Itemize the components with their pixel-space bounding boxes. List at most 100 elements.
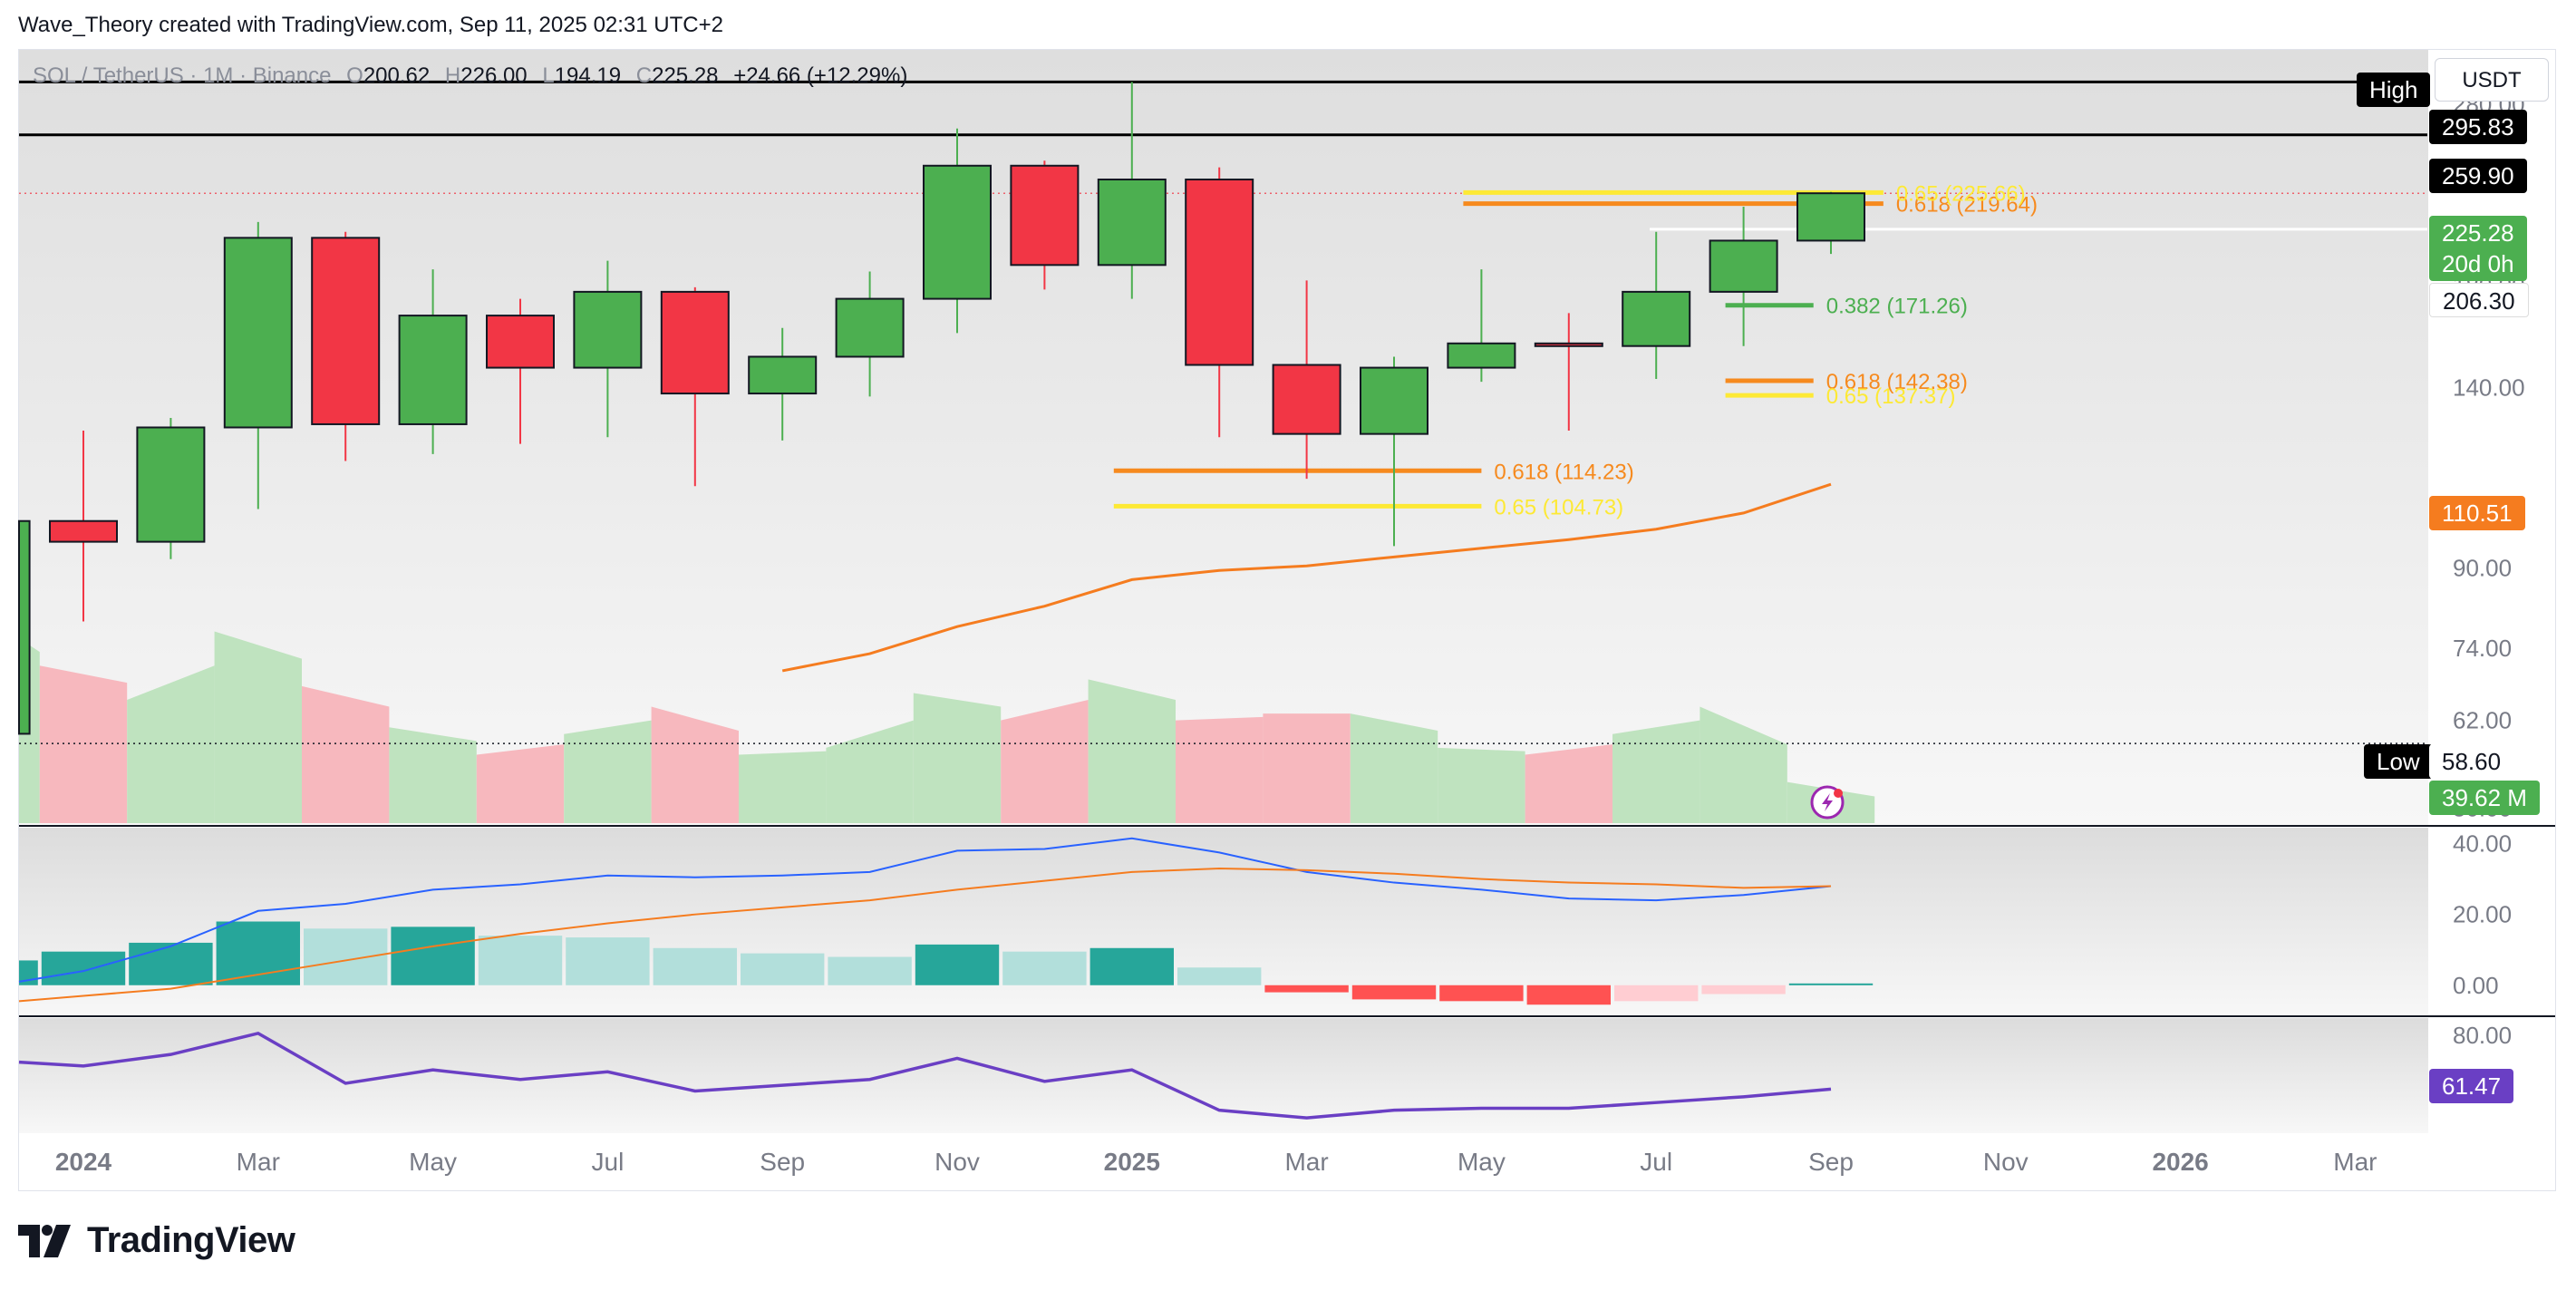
price-axis-tag-259: 259.90 — [2429, 159, 2527, 193]
macd-histogram-bar — [1089, 947, 1174, 985]
last-price-tag: 225.28 — [2429, 216, 2527, 250]
close-label: C — [635, 63, 653, 88]
candle-body[interactable] — [49, 519, 118, 543]
candle-body[interactable] — [398, 315, 468, 425]
volume-bar — [1525, 744, 1612, 823]
low-tag: Low — [2364, 744, 2433, 779]
macd-axis-tick-label: 40.00 — [2453, 830, 2512, 858]
time-axis-tick-label: Sep — [1808, 1148, 1854, 1176]
fib-level-label: 0.65 (137.37) — [1826, 384, 1956, 409]
candle-body[interactable] — [136, 426, 206, 543]
volume-bar — [127, 665, 215, 823]
macd-histogram-bar — [566, 937, 650, 985]
volume-bar — [1263, 713, 1351, 823]
close-value: 225.28 — [652, 63, 719, 88]
macd-histogram-bar — [129, 942, 213, 985]
time-axis-tick-label: 2024 — [55, 1148, 112, 1176]
candle-body[interactable] — [573, 290, 643, 369]
time-axis-tick-label: Jul — [1640, 1148, 1672, 1176]
candle-body[interactable] — [311, 237, 381, 425]
macd-histogram-bar — [915, 944, 1000, 985]
macd-histogram-bar — [304, 928, 388, 985]
ema-value-tag: 110.51 — [2429, 496, 2525, 530]
volume-bar — [739, 751, 827, 823]
currency-button[interactable]: USDT — [2435, 58, 2549, 102]
ema-line — [781, 482, 1832, 673]
candle-body[interactable] — [1360, 366, 1428, 435]
volume-bar — [1088, 679, 1176, 823]
low-label: L — [542, 63, 555, 88]
macd-histogram-bar — [1351, 985, 1437, 1000]
tradingview-logo-text: TradingView — [87, 1220, 295, 1260]
time-axis-tick-label: May — [1457, 1148, 1506, 1176]
tradingview-logo[interactable]: TradingView — [18, 1220, 295, 1261]
volume-bar — [1001, 700, 1089, 823]
fib-level-label: 0.382 (171.26) — [1826, 295, 1968, 319]
candle-body[interactable] — [223, 237, 293, 429]
tradingview-logo-icon — [18, 1224, 71, 1257]
candle-body[interactable] — [1447, 342, 1516, 369]
candle-body[interactable] — [1709, 239, 1778, 293]
macd-histogram-bar — [391, 926, 475, 985]
flash-icon[interactable] — [1810, 785, 1845, 820]
macd-histogram-bar — [1614, 985, 1699, 1002]
macd-histogram-bar — [216, 921, 300, 985]
volume-bar — [826, 720, 914, 823]
price-axis-tag-295: 295.83 — [2429, 110, 2527, 144]
volume-bar — [1176, 716, 1264, 823]
time-axis-tick-label: Mar — [237, 1148, 280, 1176]
volume-bar — [302, 685, 390, 823]
volume-bar — [1612, 720, 1700, 823]
macd-histogram-bar — [1526, 985, 1611, 1005]
macd-histogram-bar — [1264, 985, 1349, 993]
candle-body[interactable] — [923, 164, 992, 300]
fib-level-label: 0.618 (142.38) — [1826, 370, 1968, 394]
macd-histogram-bar — [1439, 985, 1524, 1002]
high-tag: High — [2357, 73, 2431, 107]
price-axis-tick-label: 140.00 — [2453, 374, 2525, 402]
volume-bar — [214, 631, 302, 823]
macd-histogram-bar — [1002, 951, 1087, 985]
time-axis-tick-label: 2026 — [2152, 1148, 2208, 1176]
time-axis-tick-label: 2025 — [1104, 1148, 1160, 1176]
macd-histogram-bar — [1177, 967, 1262, 985]
price-axis-tick-label: 90.00 — [2453, 555, 2512, 582]
volume-bar — [1700, 706, 1787, 823]
candle-body[interactable] — [748, 355, 818, 395]
candle-body[interactable] — [1622, 290, 1691, 347]
chart-attribution: Wave_Theory created with TradingView.com… — [18, 13, 723, 37]
low-value-tag: 58.60 — [2429, 744, 2514, 779]
candle-body[interactable] — [1796, 192, 1865, 242]
macd-histogram-bar — [741, 953, 825, 985]
fib-level-label: 0.65 (104.73) — [1494, 495, 1623, 519]
candle-body[interactable] — [486, 315, 555, 369]
volume-bar — [564, 720, 652, 823]
symbol-name[interactable]: SOL / TetherUS · 1M · Binance — [33, 63, 332, 88]
volume-bar — [913, 693, 1002, 823]
time-axis-tick-label: Nov — [935, 1148, 980, 1176]
price-axis-tick-label: 74.00 — [2453, 635, 2512, 662]
macd-signal-line — [18, 867, 1832, 1003]
macd-histogram-bar — [828, 956, 912, 985]
countdown-tag: 20d 0h — [2429, 247, 2527, 281]
time-axis-tick-label: Sep — [760, 1148, 805, 1176]
fib-level-label: 0.65 (225.66) — [1896, 181, 2026, 206]
candle-body[interactable] — [1534, 342, 1603, 347]
rsi-value-tag: 61.47 — [2429, 1069, 2514, 1103]
macd-histogram-bar — [478, 936, 563, 985]
candle-body[interactable] — [1097, 178, 1167, 267]
candle-body[interactable] — [660, 290, 730, 395]
candle-body[interactable] — [835, 297, 905, 358]
rsi-axis-tick-label: 80.00 — [2453, 1022, 2512, 1049]
candle-body[interactable] — [1185, 178, 1254, 366]
candle-body[interactable] — [1010, 164, 1080, 267]
price-axis-tag-206: 206.30 — [2429, 283, 2529, 317]
macd-axis-tick-label: 20.00 — [2453, 901, 2512, 928]
high-label: H — [444, 63, 461, 88]
macd-histogram-bar — [653, 947, 737, 985]
candle-body[interactable] — [18, 519, 31, 735]
candle-body[interactable] — [1272, 364, 1341, 435]
volume-bar — [1350, 713, 1438, 823]
volume-bar — [1438, 747, 1525, 823]
